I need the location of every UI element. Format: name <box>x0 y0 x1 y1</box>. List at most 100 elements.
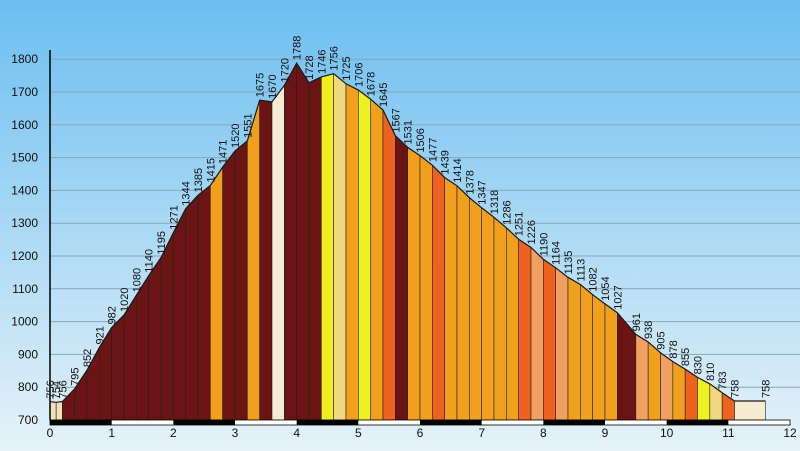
data-label: 756 <box>57 380 69 398</box>
elevation-segment <box>734 400 766 421</box>
elevation-segment <box>197 184 211 421</box>
data-label: 1344 <box>181 181 193 205</box>
y-tick-label: 1100 <box>12 282 38 296</box>
data-label: 1271 <box>168 205 180 229</box>
y-tick-label: 1600 <box>11 118 38 132</box>
data-label: 1080 <box>131 268 143 292</box>
data-label: 852 <box>82 349 94 367</box>
data-label: 1477 <box>427 138 439 162</box>
y-tick-label: 1400 <box>11 183 38 197</box>
elevation-segment <box>185 194 199 421</box>
data-label: 1471 <box>218 140 230 164</box>
data-label: 754 <box>51 381 63 399</box>
elevation-segments <box>49 62 766 421</box>
data-label: 921 <box>94 326 106 344</box>
elevation-segment <box>580 283 593 421</box>
elevation-segment <box>284 62 297 421</box>
data-label: 1520 <box>230 124 242 148</box>
data-label: 1226 <box>526 220 538 244</box>
data-label: 1415 <box>205 158 217 182</box>
data-label: 938 <box>643 321 655 339</box>
data-label: 1385 <box>193 168 205 192</box>
y-tick-label: 1200 <box>11 249 38 263</box>
y-tick-label: 1000 <box>11 315 38 329</box>
elevation-segment <box>395 134 408 421</box>
data-label: 1728 <box>304 55 316 79</box>
data-label: 1195 <box>156 231 168 255</box>
data-label: 1251 <box>514 212 526 236</box>
data-label: 1531 <box>403 120 415 144</box>
data-label: 1645 <box>378 83 390 107</box>
elevation-segment <box>136 274 149 421</box>
data-label: 1756 <box>329 46 341 70</box>
elevation-segment <box>173 208 186 421</box>
elevation-segment <box>647 341 661 421</box>
y-tick-label: 1700 <box>11 85 38 99</box>
elevation-segment <box>469 196 482 421</box>
x-tick-label: 4 <box>293 426 300 440</box>
data-label: 756 <box>45 380 57 398</box>
elevation-segment <box>444 177 458 421</box>
elevation-segment <box>358 89 371 421</box>
data-labels: 7567547567958529219821020108011401195127… <box>45 36 772 400</box>
data-label: 1439 <box>440 150 452 174</box>
elevation-segment <box>111 314 125 421</box>
elevation-segment <box>210 166 223 421</box>
data-label: 1725 <box>341 56 353 80</box>
x-tick-label: 3 <box>232 426 239 440</box>
data-label: 1706 <box>353 63 365 87</box>
elevation-segment <box>333 72 347 421</box>
profile-line <box>49 61 766 403</box>
x-tick-label: 0 <box>47 426 54 440</box>
x-axis-ticks: 0 1 2 3 4 5 6 7 8 9 10 11 12 <box>47 426 797 440</box>
x-axis-scale-block <box>296 420 359 425</box>
x-axis-scale-block <box>173 420 235 425</box>
elevation-segment <box>506 227 519 421</box>
elevation-segment <box>382 109 396 421</box>
data-label: 1378 <box>464 170 476 194</box>
data-label: 1678 <box>366 72 378 96</box>
elevation-segment <box>697 376 711 421</box>
data-label: 1347 <box>477 180 489 204</box>
elevation-segment <box>148 256 162 421</box>
elevation-segment <box>370 98 384 421</box>
elevation-segment <box>672 361 686 421</box>
data-label: 982 <box>107 306 119 324</box>
elevation-segment <box>567 276 581 421</box>
y-tick-label: 1300 <box>11 216 38 230</box>
elevation-segment <box>543 258 556 421</box>
elevation-segment <box>321 73 334 421</box>
x-tick-label: 11 <box>722 426 735 440</box>
elevation-segment <box>49 401 57 421</box>
x-tick-label: 10 <box>660 426 674 440</box>
data-label: 855 <box>680 348 692 366</box>
data-label: 1113 <box>575 259 587 282</box>
elevation-segment <box>555 267 569 421</box>
data-label: 830 <box>693 356 705 374</box>
elevation-segment <box>259 99 273 421</box>
data-label: 1720 <box>279 58 291 82</box>
data-label: 1082 <box>588 267 600 291</box>
data-label: 1567 <box>390 108 402 132</box>
elevation-segment <box>419 155 433 421</box>
x-axis-scale-block <box>666 420 729 425</box>
x-axis-scale-block <box>420 420 482 425</box>
data-label: 878 <box>668 340 680 358</box>
y-tick-label: 1500 <box>11 151 38 165</box>
data-label: 1027 <box>612 285 624 309</box>
elevation-segment <box>493 216 507 421</box>
data-label: 1675 <box>255 73 267 97</box>
elevation-segment <box>604 303 618 421</box>
x-tick-label: 12 <box>783 426 797 440</box>
y-tick-label: 800 <box>18 380 38 394</box>
data-label: 1746 <box>316 49 328 73</box>
elevation-segment <box>660 352 674 421</box>
x-axis-scale-block <box>50 420 112 425</box>
data-label: 1670 <box>267 74 279 98</box>
elevation-segment <box>234 140 248 421</box>
elevation-segment <box>635 333 649 421</box>
data-label: 1054 <box>600 276 612 300</box>
y-tick-label: 700 <box>18 413 38 427</box>
data-label: 905 <box>656 331 668 349</box>
elevation-segment <box>55 401 63 421</box>
